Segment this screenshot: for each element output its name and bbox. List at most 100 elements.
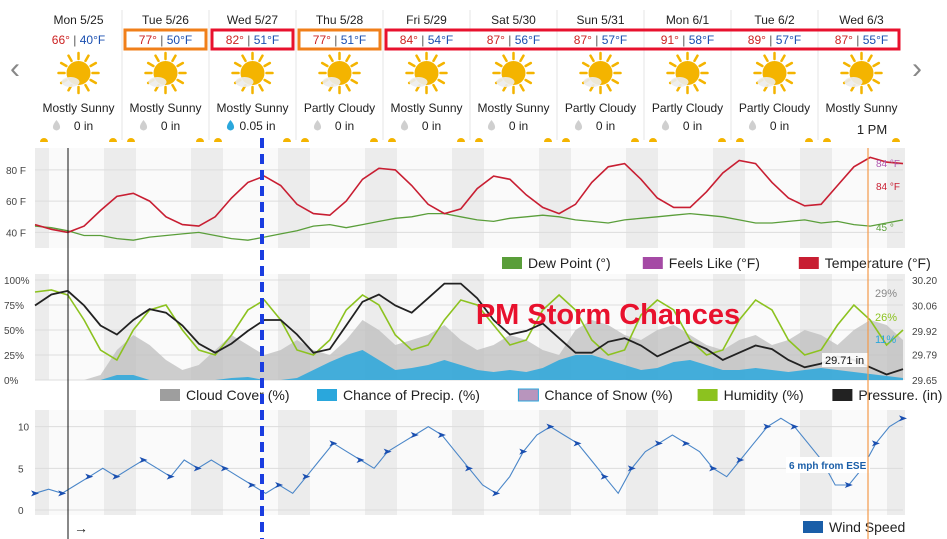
sun-icon xyxy=(579,51,622,95)
cloud-puff xyxy=(409,77,428,87)
day-date: Tue 5/26 xyxy=(142,13,189,27)
sunset-icon xyxy=(283,138,291,142)
legend-label: Temperature (°F) xyxy=(825,255,931,271)
day-low: 57°F xyxy=(776,33,801,47)
sun-icon xyxy=(57,51,100,95)
day-precip: 0 in xyxy=(596,119,615,133)
hi-lo-separator: | xyxy=(157,33,167,47)
precip-chance-area xyxy=(35,350,903,380)
hi-lo-separator: | xyxy=(853,33,863,47)
day-condition: Mostly Sunny xyxy=(825,101,897,115)
day-column: Tue 5/26 77° | 50°F Mostly Sunny 0 in xyxy=(121,10,209,142)
sun-ray xyxy=(611,61,620,68)
sun-ray xyxy=(494,61,503,68)
day-high: 87° xyxy=(487,33,505,47)
night-band xyxy=(278,148,296,248)
day-date: Tue 6/2 xyxy=(754,13,795,27)
cloud-puff xyxy=(148,77,167,87)
sun-ray xyxy=(755,61,764,68)
day-precip: 0 in xyxy=(74,119,93,133)
day-high: 91° xyxy=(661,33,679,47)
day-high: 77° xyxy=(139,33,157,47)
sun-ray xyxy=(611,78,620,85)
legend-swatch xyxy=(697,389,718,401)
prev-arrow-icon[interactable]: ‹ xyxy=(10,52,20,85)
sun-ray xyxy=(519,54,525,63)
night-band xyxy=(800,148,818,248)
legend-label: Humidity (%) xyxy=(724,387,804,403)
night-band xyxy=(470,148,484,248)
day-high: 87° xyxy=(574,33,592,47)
wind-direction-arrow xyxy=(600,473,609,480)
sun-icon xyxy=(840,51,883,95)
legend-swatch xyxy=(502,257,522,269)
wind-direction-arrow xyxy=(736,457,745,463)
callout-wind: 6 mph from ESE xyxy=(789,461,867,472)
night-band xyxy=(887,410,905,515)
sun-ray xyxy=(176,78,185,85)
raindrop-shape xyxy=(574,120,583,131)
day-column: Mon 6/1 91° | 58°F Partly Cloudy 0 in xyxy=(643,10,731,142)
cloud-part xyxy=(322,77,341,87)
night-band xyxy=(104,410,122,515)
raindrop-icon xyxy=(52,120,61,131)
sunset-icon xyxy=(457,138,465,142)
day-low: 40°F xyxy=(80,33,105,47)
sun-ray xyxy=(171,54,177,63)
sun-ray xyxy=(693,83,699,92)
day-hi-lo: 89° | 57°F xyxy=(748,33,801,47)
day-low: 55°F xyxy=(863,33,888,47)
day-condition: Mostly Sunny xyxy=(390,101,462,115)
sunrise-icon xyxy=(649,138,657,142)
next-arrow-icon[interactable]: › xyxy=(912,52,922,85)
wind-direction-arrow xyxy=(139,457,148,463)
raindrop-shape xyxy=(139,120,148,131)
night-band xyxy=(470,410,484,515)
sun-ray xyxy=(872,78,881,85)
cloud-puff xyxy=(322,77,341,87)
sunset-icon xyxy=(892,138,900,142)
day-high: 89° xyxy=(748,33,766,47)
sunrise-icon xyxy=(301,138,309,142)
day-hi-lo: 87° | 57°F xyxy=(574,33,627,47)
wind-direction-arrow xyxy=(519,448,528,455)
day-date: Wed 5/27 xyxy=(227,13,278,27)
sun-ray xyxy=(407,61,416,68)
day-condition: Mostly Sunny xyxy=(42,101,114,115)
wind-panel: 10 5 0 6 mph from ESE Wind Speed xyxy=(18,415,907,535)
wind-direction-arrow xyxy=(31,490,39,497)
sun-ray xyxy=(524,61,533,68)
cloud-puff xyxy=(844,77,863,87)
sun-ray xyxy=(233,61,242,68)
sun-ray xyxy=(345,83,351,92)
day-low: 51°F xyxy=(341,33,366,47)
night-band xyxy=(365,410,383,515)
sun-ray xyxy=(785,78,794,85)
sun-ray xyxy=(698,61,707,68)
hi-lo-separator: | xyxy=(244,33,254,47)
night-band xyxy=(818,148,832,248)
y-tick-right-label: 29.65 xyxy=(912,376,937,387)
callout-pressure: 29.71 in xyxy=(825,355,864,367)
night-band xyxy=(191,274,209,380)
y-tick-right-label: 30.20 xyxy=(912,276,937,287)
sun-ray xyxy=(437,78,446,85)
cloud-part xyxy=(148,77,167,87)
day-precip: 0 in xyxy=(770,119,789,133)
y-tick-label: 25% xyxy=(4,351,24,362)
wind-direction-arrow xyxy=(573,440,582,447)
day-condition: Mostly Sunny xyxy=(477,101,549,115)
day-date: Fri 5/29 xyxy=(406,13,447,27)
night-band xyxy=(35,410,49,515)
day-column: Sun 5/31 87° | 57°F Partly Cloudy 0 in xyxy=(556,10,644,142)
day-low: 56°F xyxy=(515,33,540,47)
night-band xyxy=(452,148,470,248)
legend-label: Pressure. (in) xyxy=(858,387,942,403)
sun-ray xyxy=(581,61,590,68)
callout-humidity: 26% xyxy=(875,312,897,324)
cloud-puff xyxy=(583,77,602,87)
hi-lo-separator: | xyxy=(679,33,689,47)
wind-direction-arrow xyxy=(546,423,555,430)
cloud-part xyxy=(670,77,689,87)
